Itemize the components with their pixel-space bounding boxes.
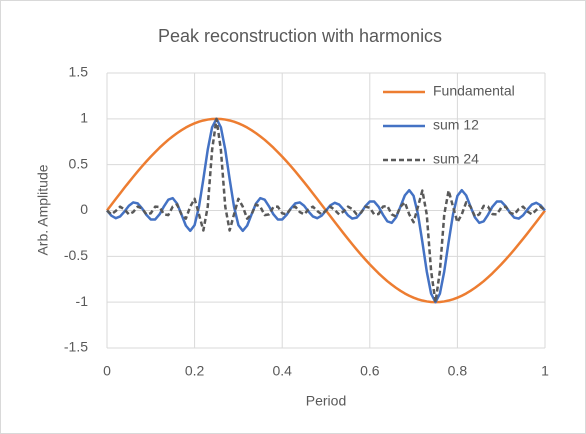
y-tick-label: 1 xyxy=(80,110,88,126)
y-tick-label: -0.5 xyxy=(64,247,88,263)
legend-label: Fundamental xyxy=(433,83,515,99)
y-axis-label: Arb. Amplitude xyxy=(35,164,51,255)
y-tick-label: -1 xyxy=(76,293,89,309)
chart-title: Peak reconstruction with harmonics xyxy=(158,26,442,46)
series-line xyxy=(106,117,546,304)
legend-label: sum 12 xyxy=(433,117,479,133)
x-tick-label: 0.4 xyxy=(272,363,292,379)
x-axis-label: Period xyxy=(306,393,346,409)
x-tick-label: 0.2 xyxy=(185,363,205,379)
y-tick-label: -1.5 xyxy=(64,339,88,355)
x-tick-label: 0 xyxy=(103,363,111,379)
y-tick-label: 0.5 xyxy=(69,155,89,171)
x-tick-label: 0.6 xyxy=(360,363,380,379)
x-tick-label: 0.8 xyxy=(448,363,468,379)
x-tick-label: 1 xyxy=(541,363,549,379)
legend-label: sum 24 xyxy=(433,151,479,167)
y-tick-label: 0 xyxy=(80,201,88,217)
plot-area xyxy=(106,117,546,304)
y-tick-label: 1.5 xyxy=(69,64,89,80)
